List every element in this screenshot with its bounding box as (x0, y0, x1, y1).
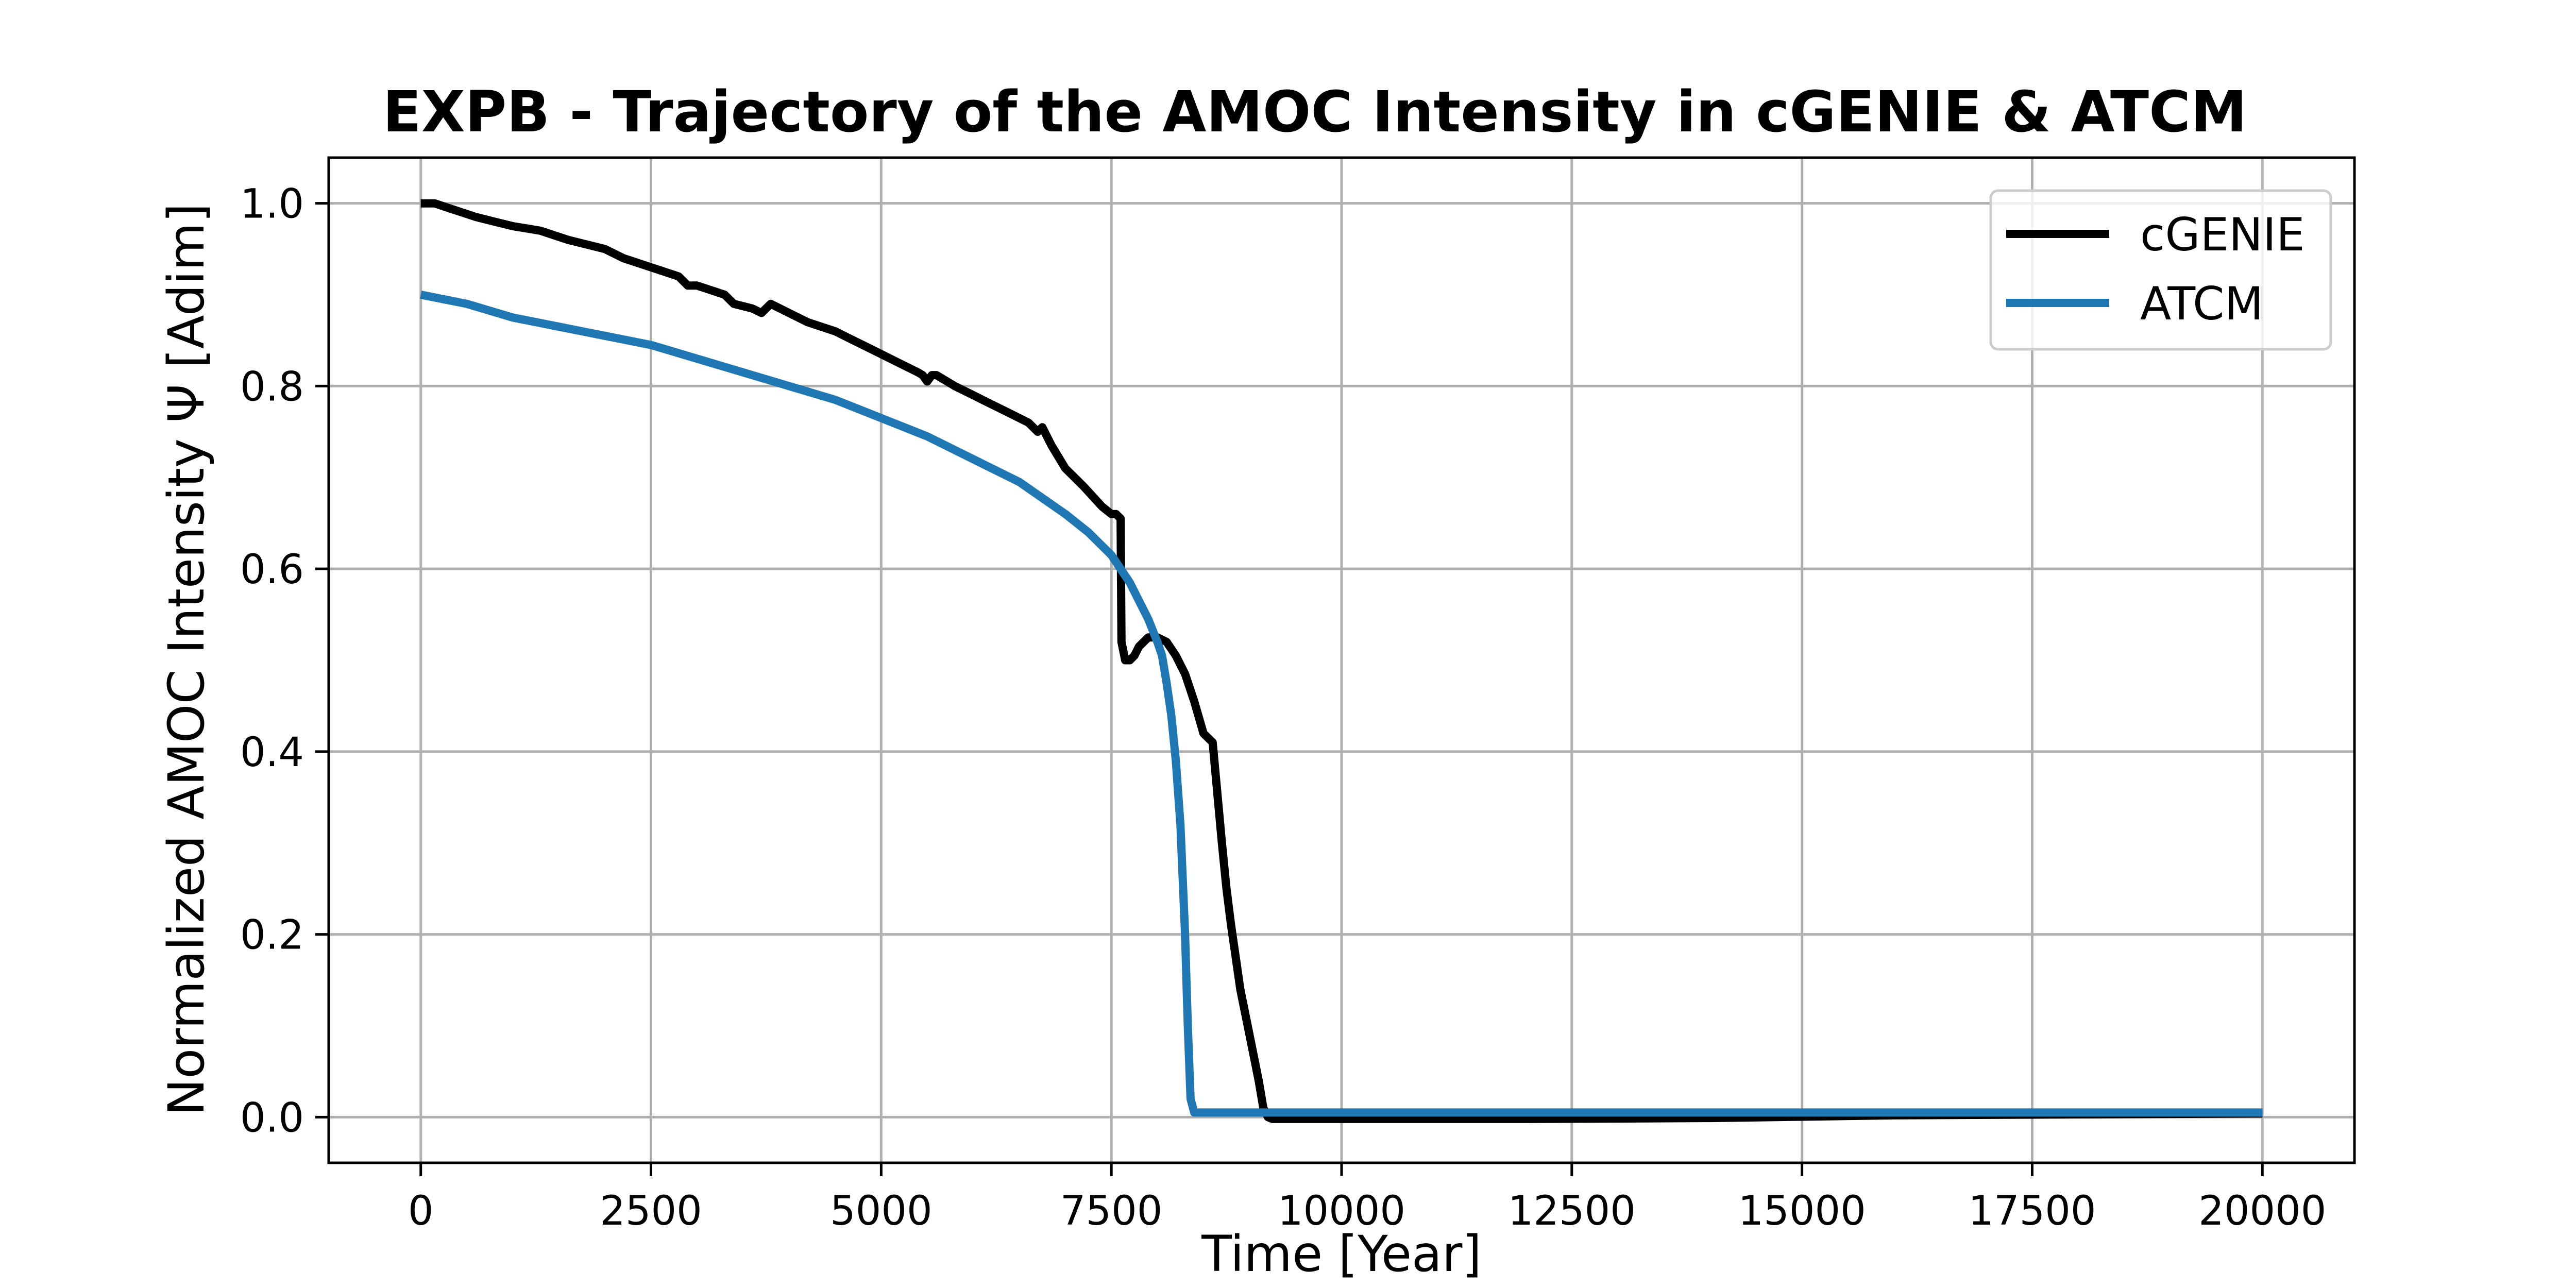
y-axis-label: Normalized AMOC Intensity Ψ [Adim] (158, 204, 215, 1116)
chart-title: EXPB - Trajectory of the AMOC Intensity … (383, 79, 2247, 145)
y-tick-label: 1.0 (240, 181, 304, 228)
y-tick-label: 0.2 (240, 912, 304, 959)
x-tick-label: 5000 (830, 1188, 933, 1234)
x-tick-label: 2500 (600, 1188, 702, 1234)
y-tick-label: 0.4 (240, 730, 304, 776)
y-tick-label: 0.0 (240, 1095, 304, 1141)
x-tick-label: 0 (408, 1188, 434, 1234)
x-tick-label: 17500 (1968, 1188, 2096, 1234)
x-tick-label: 12500 (1508, 1188, 1636, 1234)
legend-label-atcm: ATCM (2140, 277, 2263, 330)
x-tick-label: 20000 (2198, 1188, 2326, 1234)
x-tick-label: 7500 (1060, 1188, 1163, 1234)
legend-label-cgenie: cGENIE (2140, 208, 2305, 261)
x-tick-label: 15000 (1738, 1188, 1866, 1234)
x-axis-label: Time [Year] (1201, 1225, 1482, 1283)
y-tick-label: 0.6 (240, 547, 304, 593)
y-tick-label: 0.8 (240, 364, 304, 410)
legend: cGENIE ATCM (1991, 191, 2331, 349)
